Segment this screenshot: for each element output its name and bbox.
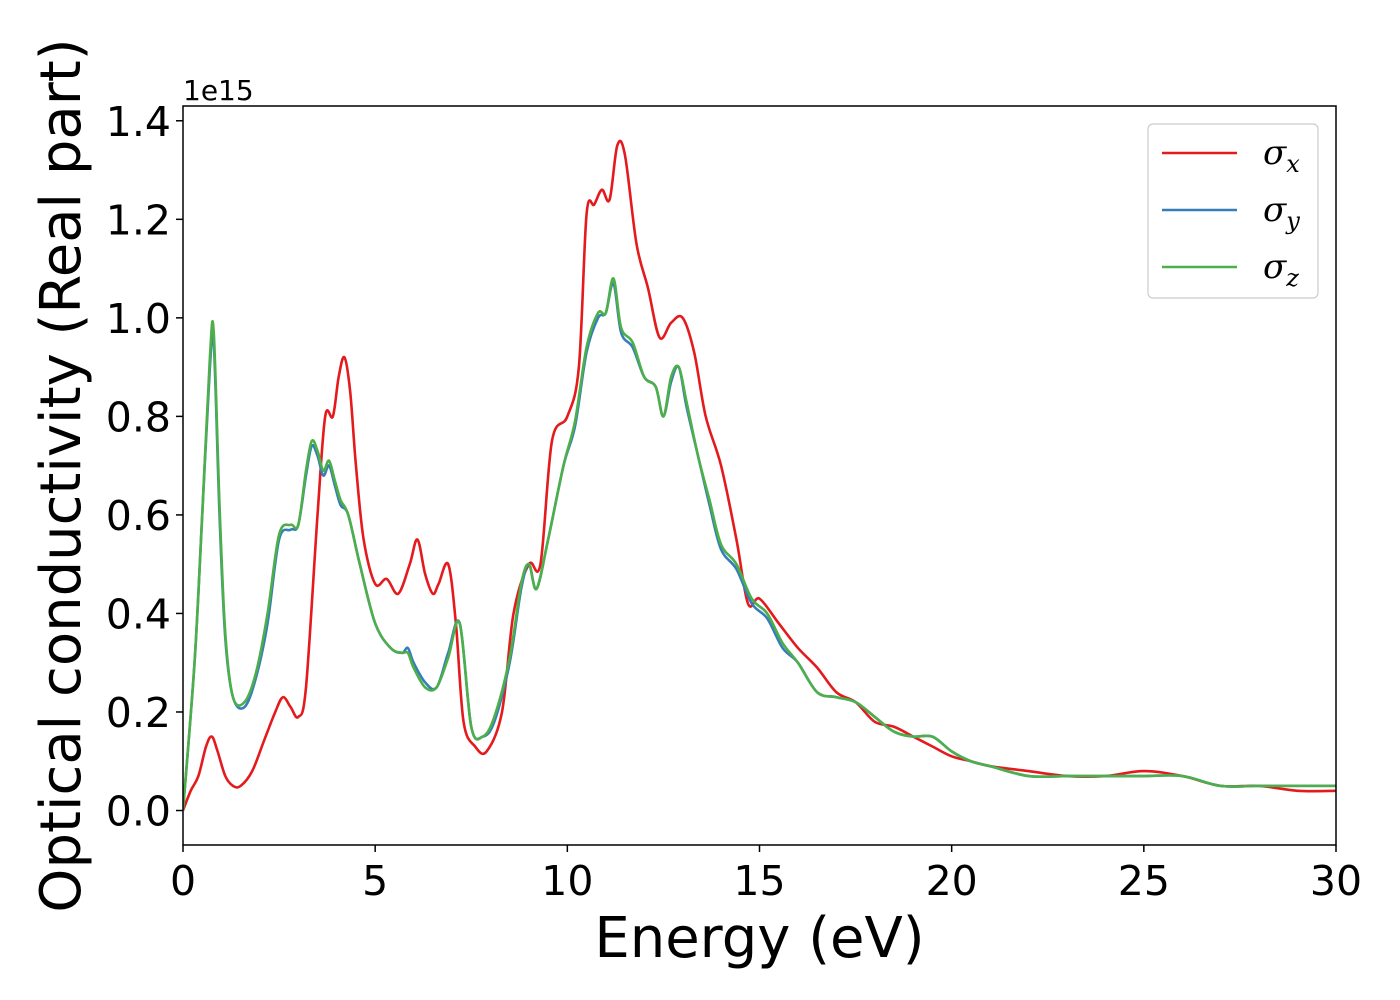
legend-label-y: σy bbox=[1263, 190, 1300, 235]
y-tick-label: 0.6 bbox=[106, 492, 171, 540]
x-tick-label: 30 bbox=[1310, 857, 1362, 905]
legend-subscript: y bbox=[1285, 207, 1300, 235]
series-line-x bbox=[183, 139, 1336, 811]
legend-label-z: σz bbox=[1263, 247, 1299, 292]
x-tick-label: 0 bbox=[170, 857, 196, 905]
x-tick-label: 25 bbox=[1118, 857, 1170, 905]
y-tick-label: 0.4 bbox=[106, 590, 171, 638]
y-tick-label: 0.8 bbox=[106, 393, 171, 441]
legend-symbol: σ bbox=[1263, 247, 1287, 287]
series-line-z bbox=[183, 277, 1336, 811]
x-tick-label: 10 bbox=[541, 857, 593, 905]
y-tick-label: 1.4 bbox=[106, 98, 171, 146]
y-axis-offset-label: 1e15 bbox=[183, 74, 254, 107]
y-tick-label: 0.2 bbox=[106, 689, 171, 737]
x-axis-title: Energy (eV) bbox=[594, 906, 924, 971]
y-tick-label: 0.0 bbox=[106, 788, 171, 836]
y-tick-label: 1.2 bbox=[106, 196, 171, 244]
legend-symbol: σ bbox=[1263, 190, 1287, 230]
y-axis-title: Optical conductivity (Real part) bbox=[29, 38, 94, 912]
legend-subscript: z bbox=[1285, 264, 1299, 292]
legend-label-x: σx bbox=[1263, 133, 1300, 178]
x-tick-label: 15 bbox=[733, 857, 785, 905]
legend-subscript: x bbox=[1286, 150, 1300, 178]
x-tick-label: 20 bbox=[926, 857, 978, 905]
legend-symbol: σ bbox=[1263, 133, 1287, 173]
y-tick-label: 1.0 bbox=[106, 295, 171, 343]
y-axis-ticks: 0.0 0.2 0.4 0.6 0.8 1.0 1.2 1.4 bbox=[106, 98, 183, 836]
x-tick-label: 5 bbox=[362, 857, 388, 905]
series-layer bbox=[183, 139, 1336, 811]
x-axis-ticks: 0 5 10 15 20 25 30 bbox=[170, 845, 1362, 905]
